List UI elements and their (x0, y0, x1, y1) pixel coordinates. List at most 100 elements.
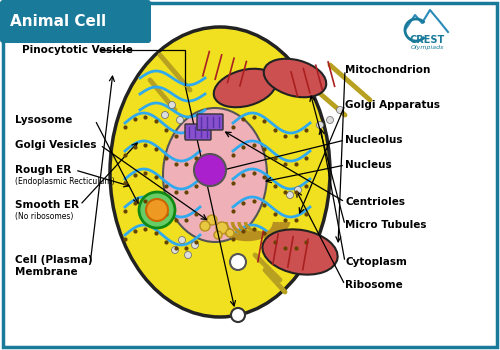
Point (172, 245, 180, 251)
Circle shape (172, 246, 178, 253)
Text: Nucleus: Nucleus (345, 160, 392, 170)
Point (260, 175, 268, 180)
Point (162, 155, 170, 160)
Point (292, 189, 300, 195)
Text: Golgi Apparatus: Golgi Apparatus (345, 100, 440, 110)
Text: Mitochondrion: Mitochondrion (345, 65, 430, 75)
Point (292, 245, 300, 251)
Point (229, 180, 237, 186)
Point (281, 161, 289, 167)
Point (229, 124, 237, 130)
Circle shape (336, 106, 344, 113)
FancyBboxPatch shape (185, 124, 211, 140)
Text: Ribosome: Ribosome (345, 280, 403, 290)
Point (172, 133, 180, 139)
Text: Cytoplasm: Cytoplasm (345, 257, 407, 267)
FancyBboxPatch shape (3, 3, 497, 347)
Ellipse shape (214, 69, 276, 107)
Point (240, 201, 248, 206)
Point (182, 161, 190, 167)
Text: Rough ER: Rough ER (15, 165, 72, 175)
Point (260, 203, 268, 208)
Circle shape (226, 229, 234, 237)
Point (302, 127, 310, 133)
Point (142, 198, 150, 204)
Circle shape (214, 231, 222, 239)
Point (260, 119, 268, 124)
Point (121, 208, 129, 214)
Point (260, 147, 268, 152)
Text: Pinocytotic Vesicle: Pinocytotic Vesicle (22, 45, 133, 55)
Point (162, 127, 170, 132)
Circle shape (216, 222, 228, 234)
Point (271, 211, 279, 216)
Circle shape (184, 252, 192, 259)
Point (182, 217, 190, 223)
Point (192, 127, 200, 133)
Text: Olympiads: Olympiads (410, 46, 444, 50)
Circle shape (146, 199, 168, 221)
Circle shape (192, 241, 198, 248)
Point (121, 152, 129, 158)
Point (162, 183, 170, 188)
Point (250, 170, 258, 176)
Text: Membrane: Membrane (15, 267, 78, 277)
Text: Golgi Vesicles: Golgi Vesicles (15, 140, 96, 150)
Text: (No ribosomes): (No ribosomes) (15, 212, 74, 222)
Point (131, 173, 139, 178)
Point (240, 145, 248, 150)
Point (152, 203, 160, 208)
Point (131, 201, 139, 206)
Point (250, 226, 258, 232)
Point (152, 119, 160, 124)
Circle shape (168, 102, 175, 108)
Circle shape (162, 112, 168, 119)
Point (152, 147, 160, 152)
Circle shape (207, 215, 217, 225)
Point (121, 124, 129, 130)
Point (292, 161, 300, 167)
Point (172, 161, 180, 167)
Point (302, 183, 310, 189)
Point (250, 198, 258, 204)
FancyBboxPatch shape (0, 0, 151, 43)
Point (182, 245, 190, 251)
Circle shape (176, 117, 184, 124)
Point (192, 211, 200, 217)
Text: CREST: CREST (410, 35, 444, 45)
Point (271, 127, 279, 132)
Point (302, 155, 310, 161)
Point (302, 239, 310, 245)
FancyBboxPatch shape (197, 114, 223, 130)
Point (281, 217, 289, 223)
Text: Lysosome: Lysosome (15, 115, 72, 125)
Point (131, 145, 139, 150)
Point (152, 231, 160, 236)
Point (240, 229, 248, 234)
Circle shape (194, 154, 226, 186)
Point (192, 183, 200, 189)
Text: Centrioles: Centrioles (345, 197, 405, 207)
Circle shape (326, 117, 334, 124)
Point (281, 133, 289, 139)
Point (182, 133, 190, 139)
Ellipse shape (264, 59, 326, 97)
Ellipse shape (163, 108, 267, 242)
Point (131, 229, 139, 234)
Text: Animal Cell: Animal Cell (10, 14, 106, 29)
Point (271, 239, 279, 244)
Point (240, 117, 248, 122)
Point (172, 189, 180, 195)
Point (121, 236, 129, 242)
Point (240, 173, 248, 178)
Point (172, 217, 180, 223)
Point (292, 133, 300, 139)
Circle shape (316, 121, 324, 128)
Point (162, 211, 170, 216)
Circle shape (200, 221, 210, 231)
Circle shape (294, 187, 302, 194)
Text: Smooth ER: Smooth ER (15, 200, 79, 210)
Point (260, 231, 268, 236)
Text: Nucleolus: Nucleolus (345, 135, 403, 145)
Point (292, 217, 300, 223)
